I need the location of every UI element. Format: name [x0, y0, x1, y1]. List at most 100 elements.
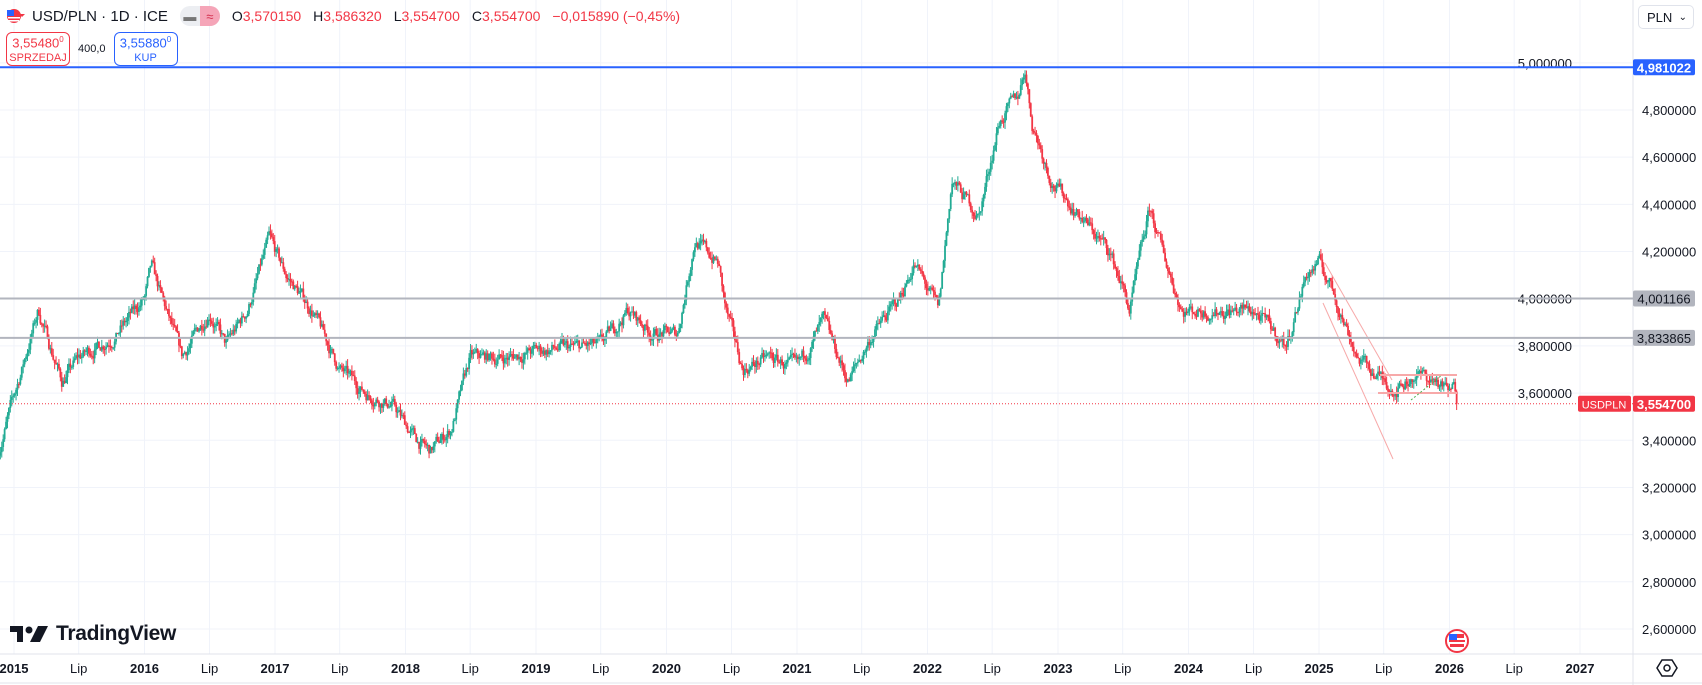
candle [659, 332, 662, 335]
visibility-toggle[interactable]: ▬ ≈ [179, 6, 220, 26]
candle [642, 326, 645, 331]
candle [1182, 311, 1185, 317]
candle [562, 339, 565, 345]
candle [1269, 321, 1272, 330]
candle [1134, 274, 1136, 281]
candle [476, 349, 479, 354]
candle [270, 233, 273, 238]
trend-channel-upper [1324, 262, 1393, 381]
candle [985, 176, 988, 187]
currency-select[interactable]: PLN ⌄ [1638, 5, 1694, 29]
candle [1154, 223, 1156, 233]
tradingview-logo[interactable]: TradingView [10, 622, 176, 646]
candle [1215, 309, 1218, 314]
candle [178, 332, 180, 346]
candle [1298, 297, 1301, 309]
x-tick-label: Lip [592, 661, 609, 676]
minus-icon[interactable]: ▬ [183, 8, 197, 24]
candle [769, 352, 772, 354]
candle [1191, 306, 1194, 313]
candle [852, 366, 855, 372]
candle [538, 345, 541, 349]
candle [636, 317, 639, 321]
candle [126, 317, 129, 321]
candle [1297, 308, 1299, 313]
candle [1407, 384, 1409, 387]
candle [1104, 237, 1106, 240]
candle [692, 252, 695, 260]
candle [105, 346, 107, 350]
candle [1117, 270, 1119, 277]
candle [1442, 383, 1445, 387]
candle [376, 399, 379, 402]
candle [259, 264, 262, 266]
candle [719, 266, 722, 273]
candle [1039, 145, 1042, 150]
candle [22, 364, 25, 367]
candle [643, 324, 646, 331]
candle [445, 437, 448, 441]
candle [496, 359, 499, 364]
candle [0, 452, 2, 456]
approx-icon[interactable]: ≈ [199, 6, 220, 26]
candle [443, 439, 446, 441]
candle [200, 325, 203, 330]
candle [764, 356, 766, 358]
settings-icon[interactable] [1656, 658, 1678, 678]
candle [949, 194, 952, 210]
candle [1094, 233, 1096, 239]
candle [1198, 309, 1201, 311]
candle [811, 341, 813, 349]
candle [959, 184, 962, 193]
candle [668, 332, 671, 334]
candle [69, 363, 72, 367]
candle [784, 363, 786, 369]
x-tick-label: 2027 [1566, 661, 1595, 676]
candle [635, 312, 638, 321]
candle [1139, 241, 1142, 251]
candle [1129, 301, 1132, 314]
candle [451, 431, 453, 433]
us-event-flag-icon[interactable] [1445, 629, 1469, 653]
candle [1192, 312, 1195, 314]
candle [785, 362, 788, 364]
candle [195, 327, 198, 329]
candle [1454, 382, 1457, 392]
candle [1385, 381, 1388, 389]
candle [1014, 93, 1016, 99]
candle [1195, 315, 1198, 317]
candle [1427, 380, 1429, 382]
candle [59, 368, 62, 378]
candle [728, 314, 731, 317]
candle [1107, 248, 1109, 256]
candle [1102, 237, 1105, 239]
candle [796, 356, 799, 360]
candle [505, 357, 508, 359]
candle [1339, 314, 1342, 318]
candle [332, 348, 335, 354]
candle [936, 296, 939, 306]
candle [984, 186, 986, 195]
candle [366, 395, 369, 401]
sell-button[interactable]: 3,554800 SPRZEDAJ [6, 32, 70, 66]
candle [1252, 312, 1255, 315]
candle [285, 274, 288, 279]
candle [1319, 254, 1322, 260]
candle [1242, 304, 1245, 309]
candle [632, 311, 635, 316]
candle [229, 333, 232, 335]
candle [351, 370, 353, 376]
candle [744, 368, 746, 376]
candle [738, 352, 741, 364]
candle [673, 326, 676, 335]
x-tick-label: 2016 [130, 661, 159, 676]
candle [1308, 272, 1311, 277]
candle [842, 365, 845, 371]
candle [752, 361, 755, 364]
candle [1364, 355, 1367, 357]
symbol-title[interactable]: USD/PLN · 1D · ICE [32, 7, 168, 25]
candle [1431, 379, 1434, 381]
candle [708, 252, 711, 258]
buy-button[interactable]: 3,558800 KUP [113, 32, 178, 66]
